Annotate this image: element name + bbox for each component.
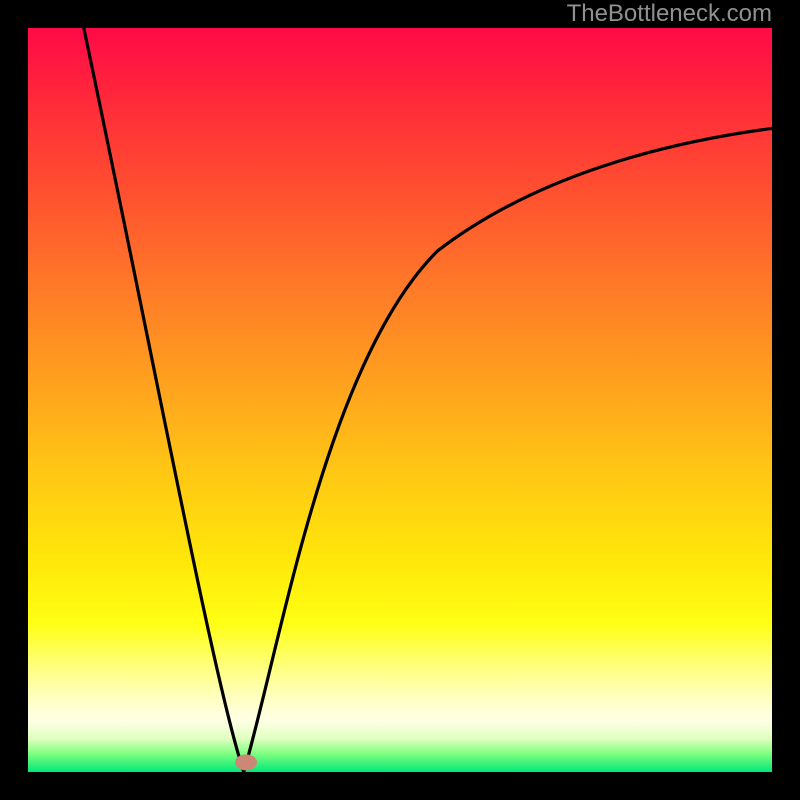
vertex-marker [235, 754, 257, 770]
watermark-text: TheBottleneck.com [567, 0, 772, 28]
curve-layer [28, 28, 772, 772]
bottleneck-curve [84, 28, 772, 772]
outer-container: TheBottleneck.com [0, 0, 800, 800]
chart-area [28, 28, 772, 772]
